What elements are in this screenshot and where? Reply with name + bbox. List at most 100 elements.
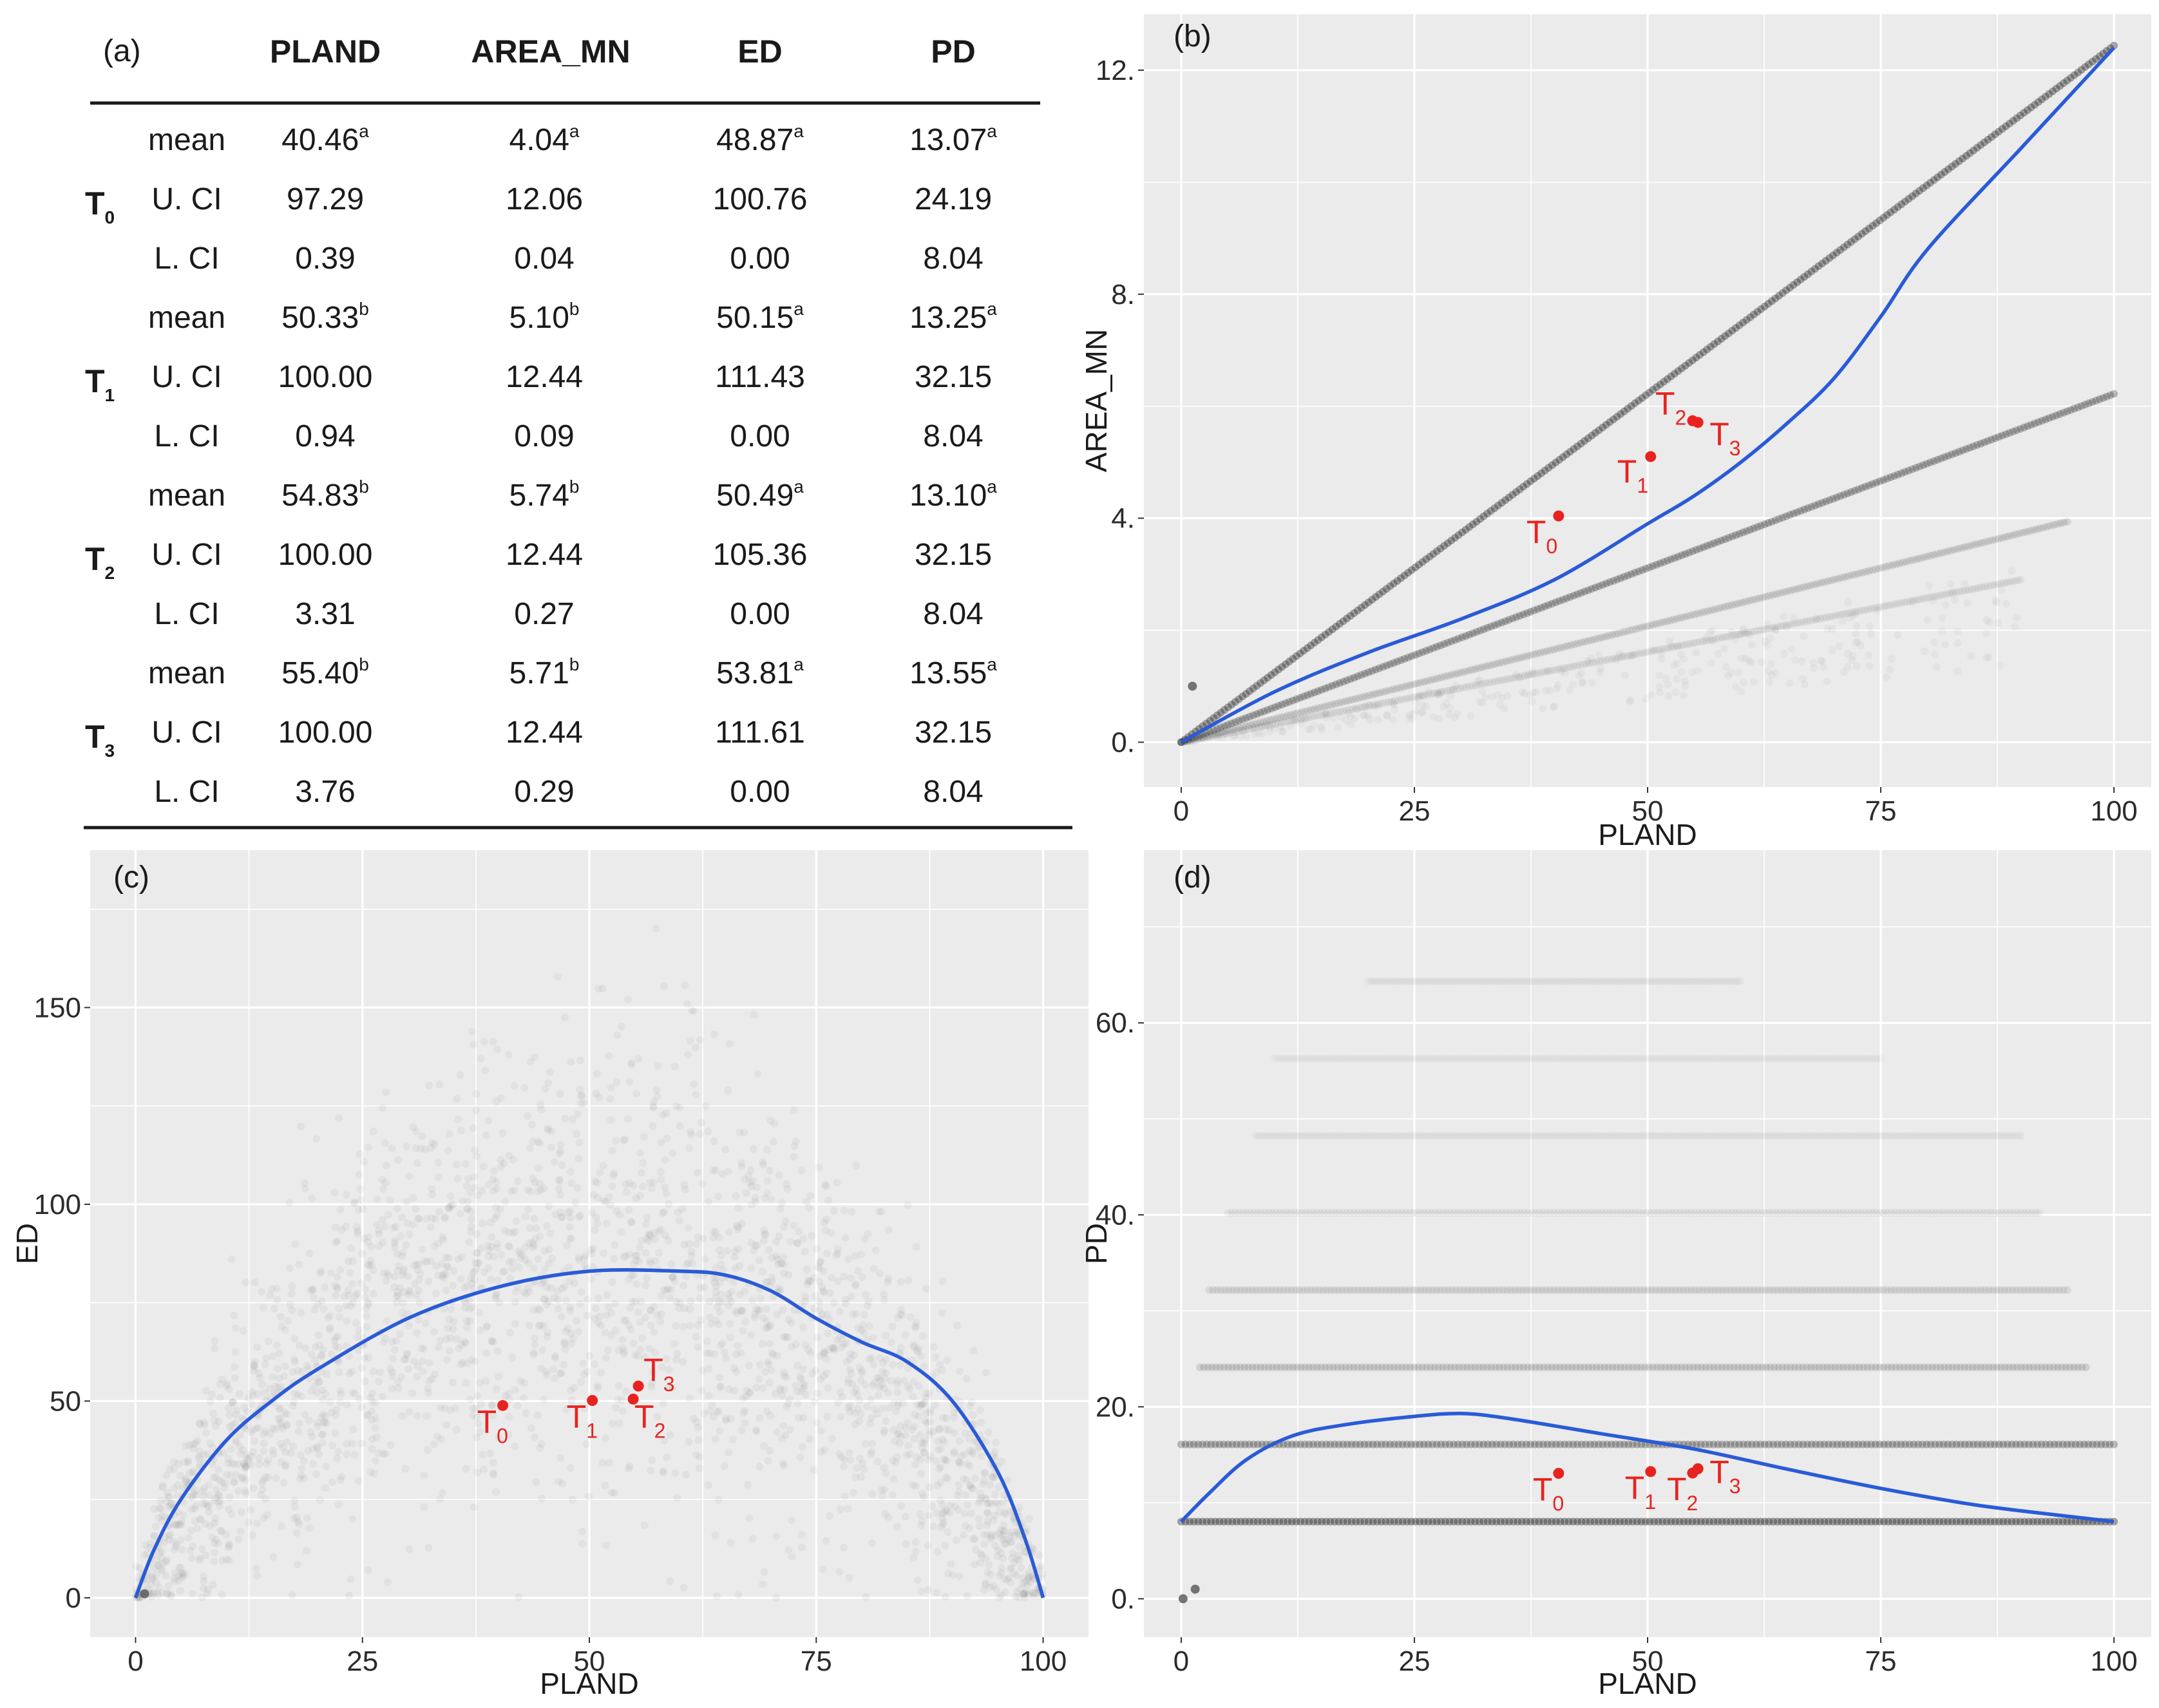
scatter-point <box>1505 656 1514 665</box>
scatter-point <box>776 1204 785 1213</box>
scatter-point <box>920 1416 929 1425</box>
scatter-point <box>884 1513 893 1521</box>
scatter-point <box>643 1235 651 1243</box>
scatter-point <box>158 1588 166 1597</box>
scatter-point <box>1825 496 1834 504</box>
scatter-point <box>910 1423 918 1431</box>
scatter-point <box>1543 667 1552 675</box>
scatter-point <box>1884 1517 1892 1526</box>
scatter-point <box>1867 1286 1876 1295</box>
scatter-point <box>2013 1363 2021 1371</box>
scatter-point <box>1438 1363 1447 1371</box>
scatter-point <box>734 1245 742 1253</box>
scatter-point <box>1414 649 1423 658</box>
scatter-point <box>1403 1517 1411 1526</box>
scatter-point <box>555 1177 564 1185</box>
scatter-point <box>940 1456 949 1464</box>
scatter-point <box>455 1344 463 1352</box>
scatter-point <box>710 1030 718 1039</box>
scatter-point <box>724 1086 732 1095</box>
scatter-point <box>1835 642 1843 650</box>
scatter-point <box>1745 631 1753 639</box>
scatter-point <box>1393 576 1402 585</box>
scatter-point <box>152 1571 160 1579</box>
scatter-point <box>1465 631 1474 639</box>
scatter-point <box>1424 1517 1432 1526</box>
scatter-point <box>1382 661 1391 670</box>
scatter-point <box>1250 1517 1258 1526</box>
scatter-point <box>1311 705 1319 713</box>
scatter-point <box>1687 611 1695 620</box>
scatter-point <box>1201 732 1210 741</box>
scatter-point <box>539 1277 547 1286</box>
scatter-point <box>765 1378 774 1387</box>
scatter-point <box>510 1082 518 1090</box>
scatter-point <box>828 1273 836 1282</box>
scatter-point <box>1410 680 1418 688</box>
scatter-point <box>495 1372 503 1381</box>
scatter-point <box>2032 525 2040 533</box>
scatter-point <box>1258 1517 1266 1526</box>
scatter-point <box>262 1459 271 1468</box>
scatter-point <box>366 1468 375 1477</box>
scatter-point <box>1029 1545 1038 1553</box>
scatter-point <box>417 1344 426 1352</box>
scatter-point <box>858 1367 866 1375</box>
scatter-point <box>1406 1363 1414 1371</box>
scatter-point <box>1280 712 1288 721</box>
scatter-point <box>466 1305 474 1313</box>
scatter-point <box>1799 1440 1807 1448</box>
scatter-point <box>1263 720 1271 728</box>
scatter-point <box>524 1186 532 1194</box>
scatter-point <box>301 1410 309 1419</box>
scatter-point <box>1892 1517 1901 1526</box>
scatter-point <box>1374 701 1382 710</box>
scatter-point <box>824 1196 832 1204</box>
scatter-point <box>1624 1286 1633 1295</box>
scatter-point <box>331 1429 339 1438</box>
scatter-point <box>1977 439 1985 448</box>
scatter-point <box>1930 638 1938 647</box>
scatter-point <box>204 1585 213 1593</box>
scatter-point <box>1002 1510 1010 1519</box>
scatter-point <box>778 1391 786 1400</box>
scatter-point <box>659 1468 667 1477</box>
scatter-point <box>1522 1440 1530 1448</box>
scatter-point <box>1472 1286 1480 1295</box>
scatter-point <box>286 1300 294 1309</box>
scatter-point <box>1303 1286 1311 1295</box>
scatter-point <box>1203 1440 1211 1448</box>
scatter-point <box>1654 1517 1662 1526</box>
scatter-point <box>1404 569 1412 577</box>
scatter-point <box>926 1418 934 1426</box>
scatter-point <box>1534 669 1542 678</box>
scatter-point <box>1253 1517 1262 1526</box>
scatter-point <box>676 1298 684 1307</box>
scatter-point <box>971 1437 979 1445</box>
scatter-point <box>1741 629 1749 638</box>
scatter-point <box>2008 1440 2016 1448</box>
scatter-point <box>225 1403 233 1412</box>
scatter-point <box>1684 1517 1692 1526</box>
scatter-point <box>1502 657 1510 665</box>
scatter-point <box>184 1533 193 1542</box>
scatter-point <box>1525 671 1533 679</box>
scatter-point <box>2066 1363 2074 1371</box>
scatter-point <box>1728 601 1736 609</box>
scatter-point <box>938 1514 946 1523</box>
scatter-point <box>981 1580 989 1589</box>
scatter-point <box>544 1328 552 1336</box>
scatter-point <box>466 1317 474 1325</box>
scatter-point <box>499 1267 507 1276</box>
scatter-point <box>634 1055 643 1063</box>
scatter-point <box>1765 1517 1773 1526</box>
scatter-point <box>941 1593 949 1601</box>
scatter-point <box>1563 594 1571 602</box>
scatter-point <box>262 1495 270 1503</box>
scatter-point <box>875 1383 883 1392</box>
table-cell: 5.74b <box>509 477 580 513</box>
scatter-point <box>435 1080 444 1088</box>
scatter-point <box>793 1239 801 1248</box>
scatter-point <box>1900 598 1908 607</box>
scatter-point <box>1919 594 1928 603</box>
